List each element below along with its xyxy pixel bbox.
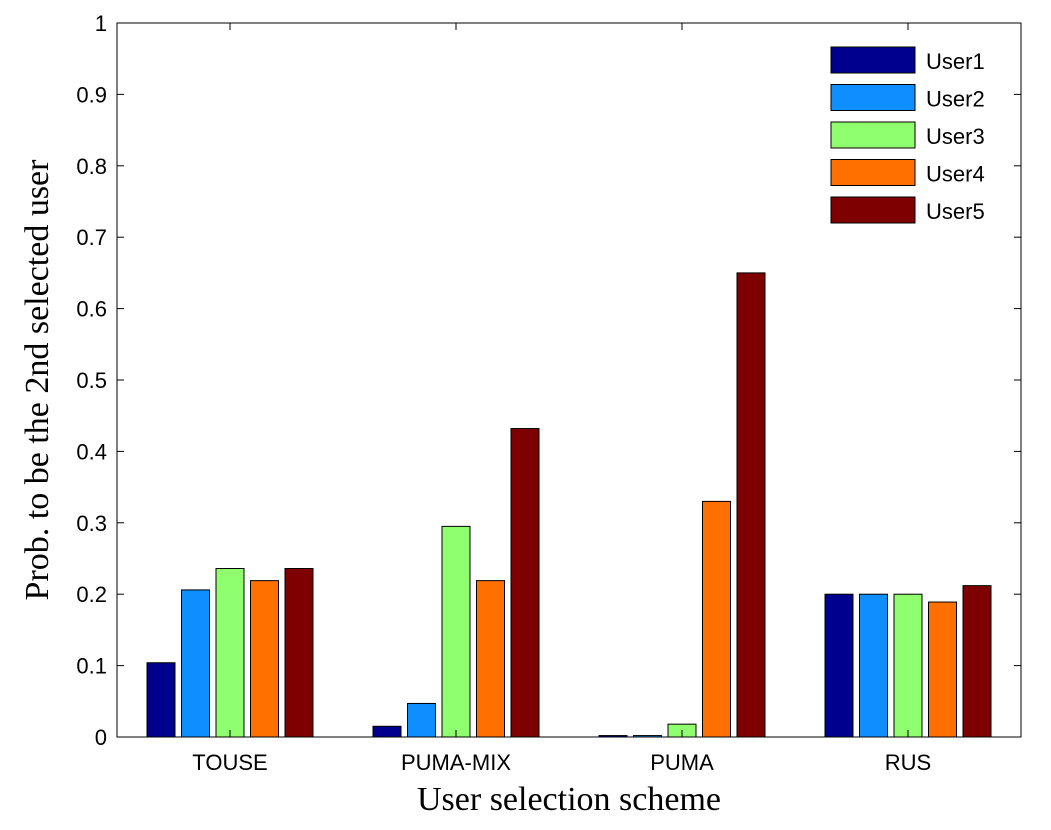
- bar-user5-puma: [736, 272, 766, 738]
- y-tick-label: 1: [95, 11, 107, 36]
- x-axis: TOUSE PUMA-MIX PUMA RUS: [192, 23, 931, 775]
- bar-user1-rus: [824, 593, 854, 738]
- legend-label-user5: User5: [926, 199, 985, 224]
- legend-swatch-user2: [830, 84, 916, 111]
- x-axis-title: User selection scheme: [417, 781, 721, 818]
- legend-swatch-user3: [830, 121, 916, 149]
- bar-user5-puma-mix: [510, 428, 540, 738]
- legend-label-user2: User2: [926, 87, 985, 112]
- y-tick-label: 0.6: [76, 297, 107, 322]
- legend-label-user1: User1: [926, 49, 985, 74]
- bar-user5-touse: [284, 568, 314, 738]
- x-tick-label: PUMA: [650, 750, 714, 775]
- x-tick-label: RUS: [885, 750, 931, 775]
- bar-user3-puma-mix: [441, 525, 471, 738]
- y-tick-label: 0.5: [76, 368, 107, 393]
- y-tick-label: 0.2: [76, 582, 107, 607]
- x-tick-label: TOUSE: [192, 750, 267, 775]
- legend: User1 User2 User3 User4 User5: [830, 46, 985, 224]
- bar-user3-touse: [215, 568, 245, 738]
- bar-user2-touse: [181, 589, 210, 738]
- y-tick-label: 0: [95, 725, 107, 750]
- bar-user4-touse: [250, 580, 279, 738]
- bar-user1-puma-mix: [372, 725, 402, 738]
- bar-user1-touse: [146, 662, 176, 738]
- x-tick-label: PUMA-MIX: [401, 750, 511, 775]
- legend-label-user4: User4: [926, 162, 985, 187]
- bar-user5-rus: [962, 585, 992, 738]
- bar-user2-rus: [859, 593, 888, 738]
- legend-swatch-user5: [830, 196, 916, 224]
- bar-user2-puma-mix: [407, 702, 436, 738]
- legend-swatch-user1: [830, 46, 916, 74]
- y-tick-label: 0.4: [76, 439, 107, 464]
- legend-label-user3: User3: [926, 124, 985, 149]
- y-axis-title: Prob. to be the 2nd selected user: [19, 159, 56, 601]
- y-tick-label: 0.9: [76, 82, 107, 107]
- bar-user4-rus: [928, 601, 957, 738]
- bar-user4-puma-mix: [476, 580, 505, 738]
- legend-swatch-user4: [830, 159, 916, 186]
- y-tick-label: 0.1: [76, 654, 107, 679]
- y-tick-label: 0.8: [76, 154, 107, 179]
- bar-user4-puma: [702, 500, 731, 738]
- y-axis: 0 0.1 0.2 0.3 0.4 0.5 0.6 0.7 0.8 0.9 1: [76, 11, 1021, 750]
- y-tick-label: 0.3: [76, 511, 107, 536]
- bar-user3-rus: [893, 593, 923, 738]
- y-tick-label: 0.7: [76, 225, 107, 250]
- bars-layer: [146, 272, 992, 738]
